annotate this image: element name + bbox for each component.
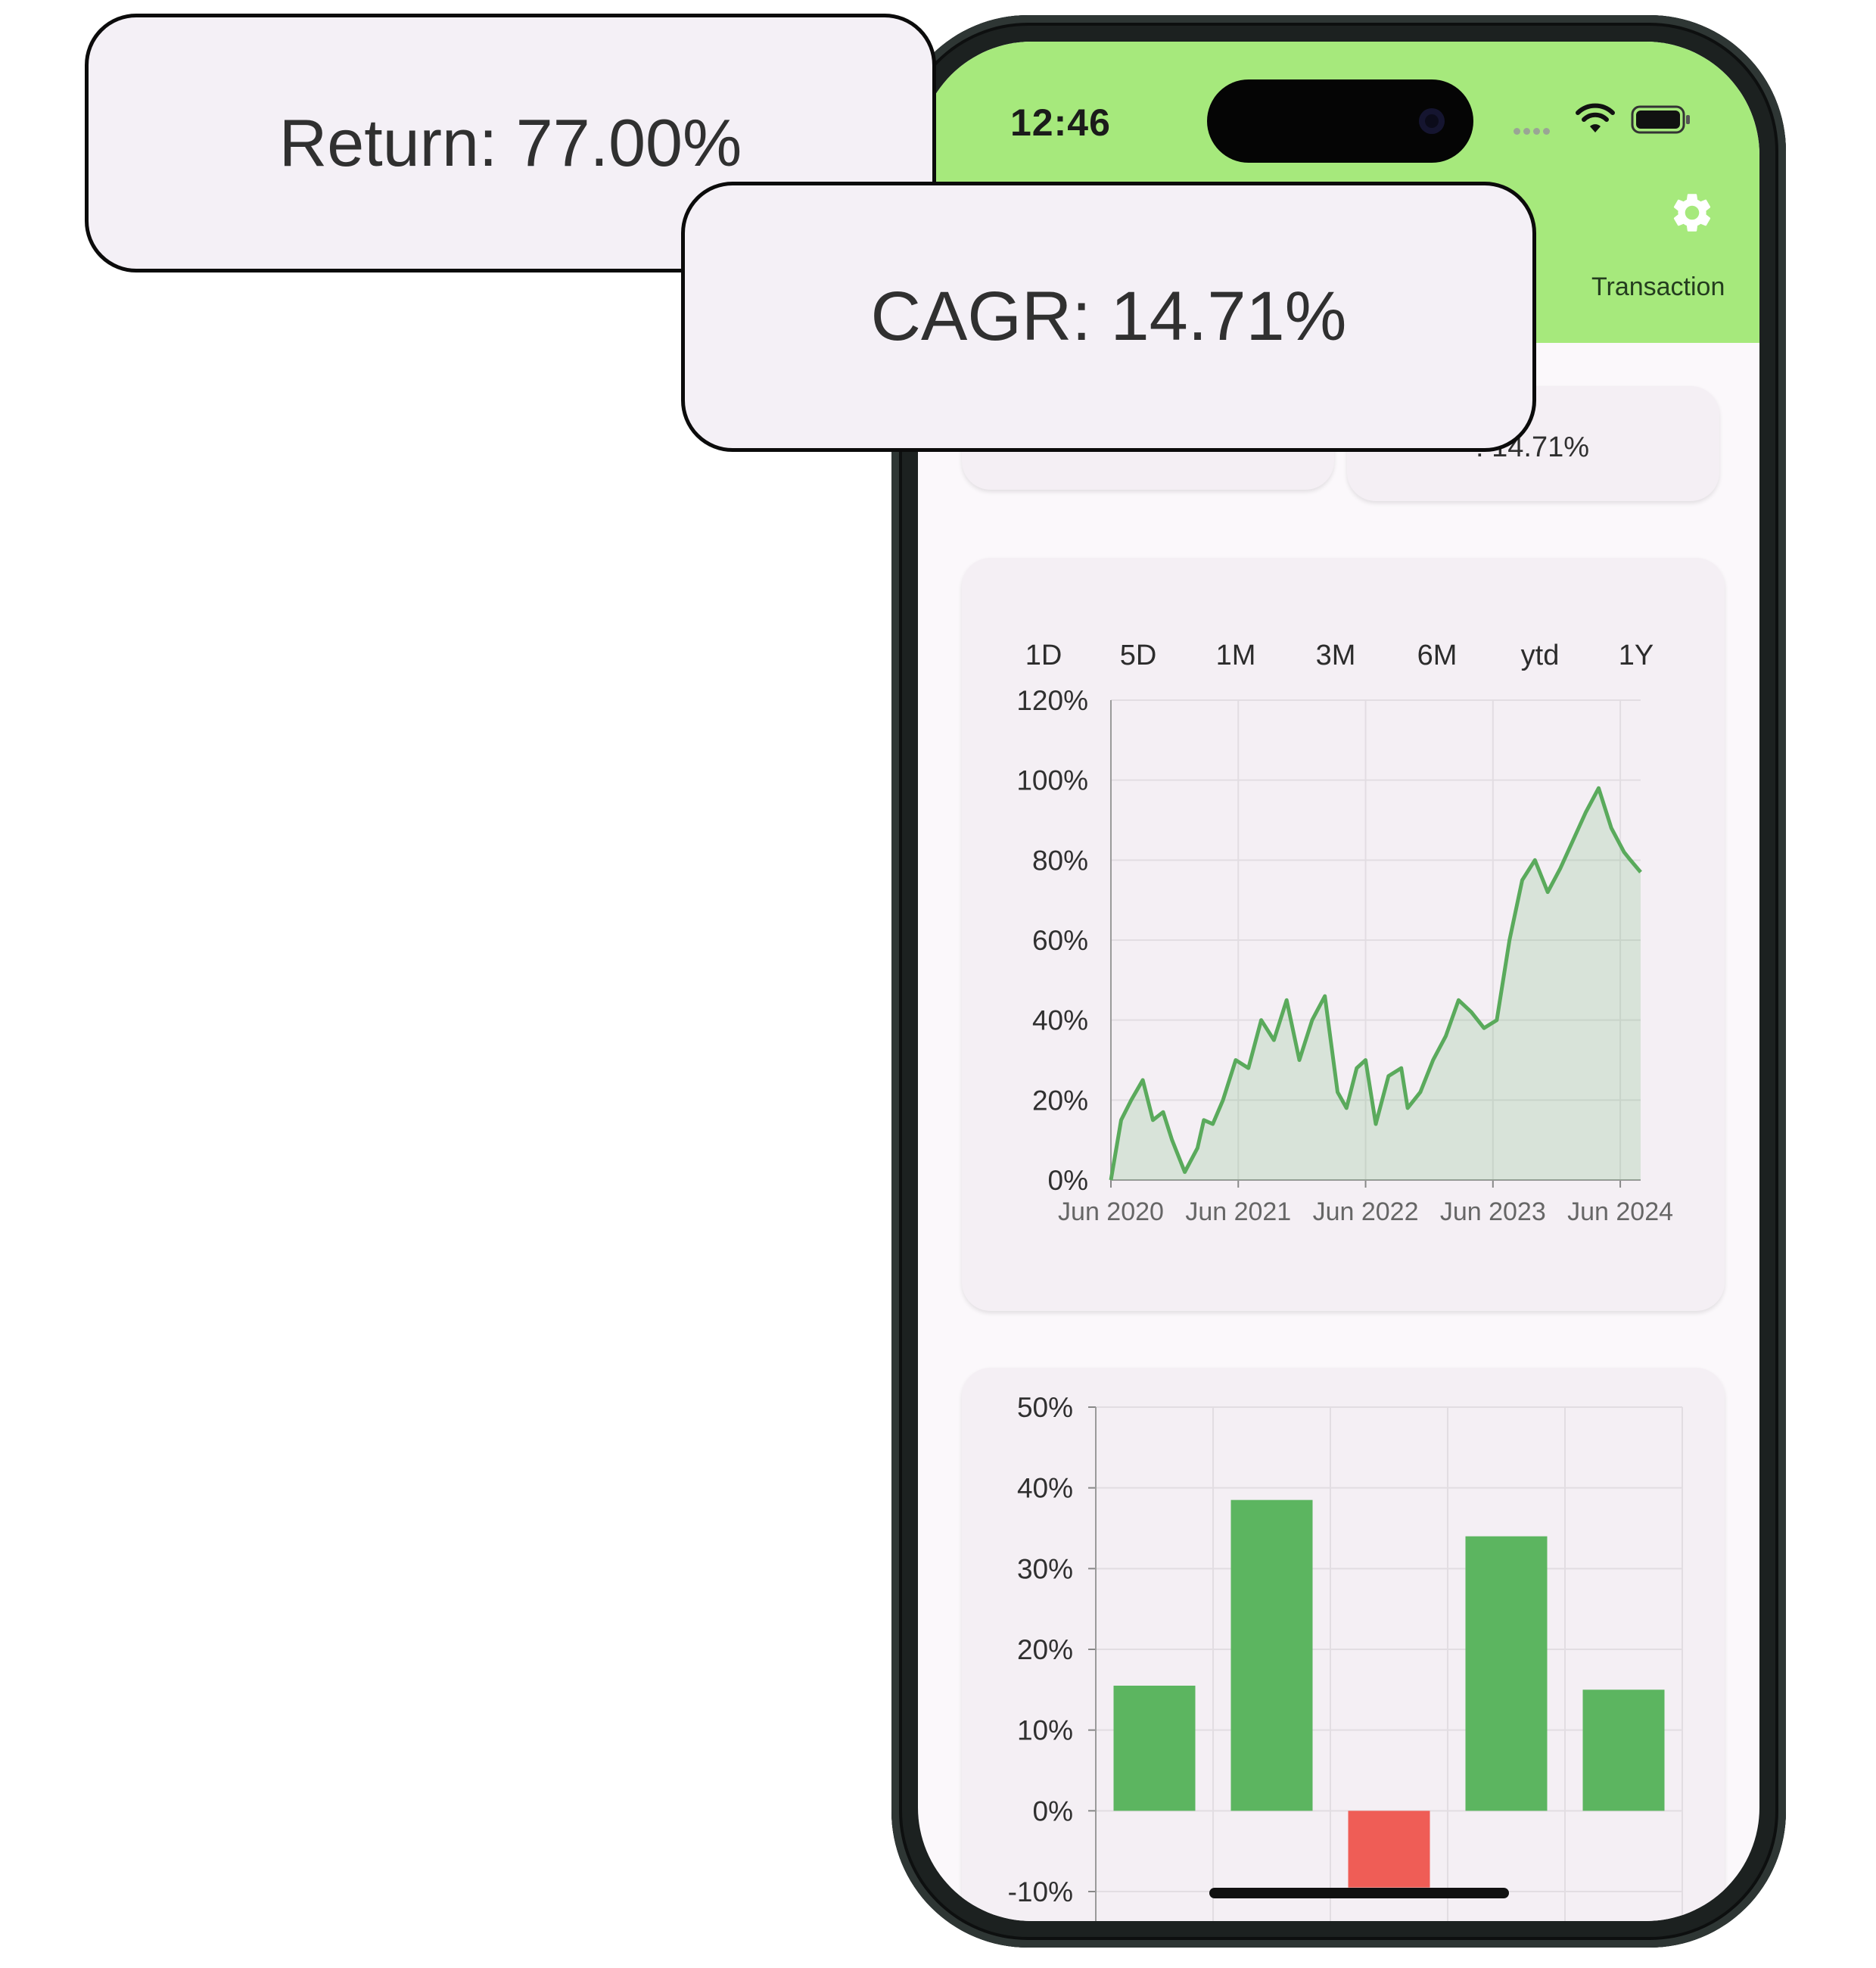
bar <box>1582 1689 1665 1811</box>
y-tick-label: 30% <box>1017 1553 1073 1584</box>
annual-returns-bar-chart: 50% 40% 30% 20% 10% 0% -10% <box>1008 1392 1683 1921</box>
range-ytd[interactable]: ytd <box>1520 640 1560 671</box>
x-tick-label: Jun 2023 <box>1440 1197 1546 1226</box>
status-time: 12:46 <box>1010 101 1111 144</box>
y-tick-label: 60% <box>1032 925 1088 956</box>
app-screen: 12:46 Transaction : 14.71% 1D 5D 1M 3M 6 <box>918 42 1759 1921</box>
camera-icon <box>1419 108 1445 134</box>
y-tick-label: 20% <box>1017 1634 1073 1665</box>
x-tick-label: Jun 2022 <box>1313 1197 1419 1226</box>
bar <box>1113 1686 1196 1811</box>
range-6m[interactable]: 6M <box>1417 640 1458 671</box>
gear-icon[interactable] <box>1669 189 1716 236</box>
range-1m[interactable]: 1M <box>1215 640 1256 671</box>
series-line <box>1109 786 1642 1181</box>
home-indicator <box>1209 1888 1509 1898</box>
battery-icon <box>1631 105 1690 134</box>
x-tick-label: Jun 2021 <box>1185 1197 1291 1226</box>
y-tick-label: 80% <box>1032 845 1088 876</box>
series-area <box>1111 788 1641 1180</box>
range-5d[interactable]: 5D <box>1119 640 1157 671</box>
dynamic-island <box>1207 79 1473 163</box>
x-tick-label: Jun 2020 <box>1058 1197 1164 1226</box>
signal-dots-icon <box>1514 125 1553 139</box>
range-3m[interactable]: 3M <box>1315 640 1356 671</box>
y-tick-label: 40% <box>1017 1473 1073 1504</box>
y-tick-label: 0% <box>1033 1795 1073 1826</box>
wifi-icon <box>1576 103 1615 132</box>
performance-chart-card: 1D 5D 1M 3M 6M ytd 1Y 120% 100% 80% 60% 40% 20% 0% Ju… <box>962 558 1725 1311</box>
phone-frame: 12:46 Transaction : 14.71% 1D 5D 1M 3M 6 <box>891 15 1786 1948</box>
annual-returns-card: 50% 40% 30% 20% 10% 0% -10% <box>962 1368 1725 1921</box>
range-1d[interactable]: 1D <box>1025 640 1062 671</box>
tab-transactions[interactable]: Transaction <box>1591 272 1725 301</box>
y-tick-label: 100% <box>1016 765 1088 796</box>
y-tick-label: 50% <box>1017 1392 1073 1423</box>
range-selector: 1D 5D 1M 3M 6M ytd 1Y <box>962 640 1725 685</box>
y-tick-label: -10% <box>1008 1876 1073 1907</box>
range-1y[interactable]: 1Y <box>1618 640 1654 671</box>
bar <box>1348 1811 1430 1888</box>
y-tick-label: 120% <box>1016 685 1088 716</box>
cagr-callout: CAGR: 14.71% <box>681 182 1536 452</box>
y-tick-label: 10% <box>1017 1715 1073 1746</box>
y-tick-label: 20% <box>1032 1085 1088 1116</box>
return-callout-text: Return: 77.00% <box>278 105 742 180</box>
cagr-callout-text: CAGR: 14.71% <box>870 278 1347 355</box>
y-tick-label: 0% <box>1048 1165 1088 1196</box>
bar <box>1230 1499 1313 1811</box>
x-tick-label: Jun 2024 <box>1567 1197 1673 1226</box>
performance-line-chart: 120% 100% 80% 60% 40% 20% 0%Jun 2020 Jun 2021 Ju… <box>1016 685 1673 1226</box>
bar <box>1465 1536 1548 1811</box>
y-tick-label: 40% <box>1032 1005 1088 1036</box>
